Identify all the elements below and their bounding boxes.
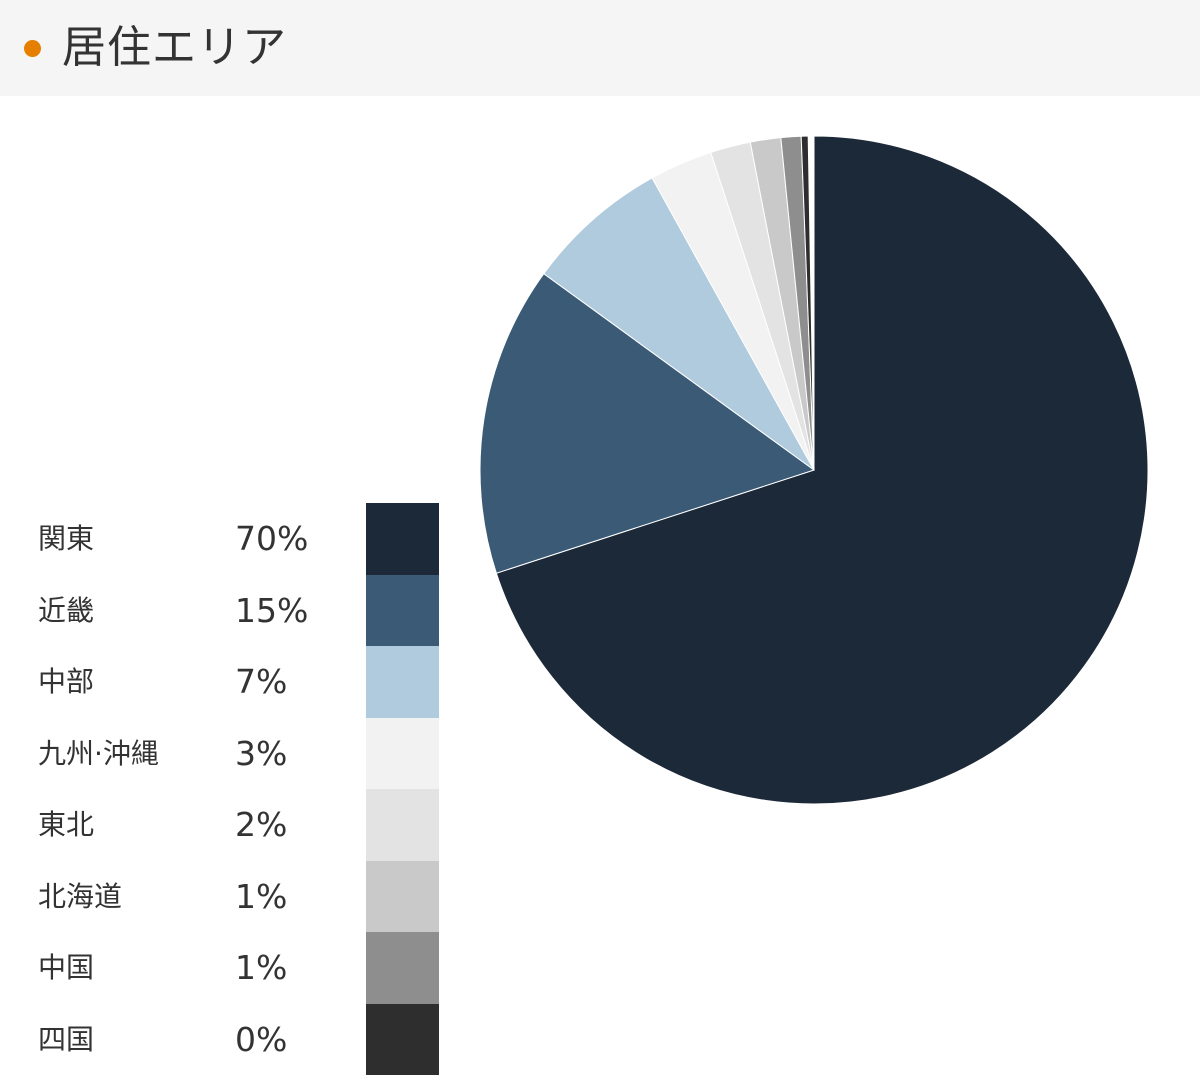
- legend-item: 中国 1%: [0, 932, 460, 1004]
- bullet-dot-icon: [24, 40, 41, 57]
- legend-swatch: [366, 1003, 439, 1075]
- legend-item: 北海道 1%: [0, 860, 460, 932]
- legend-value: 2%: [235, 805, 288, 844]
- legend-label: 北海道: [38, 879, 123, 913]
- legend-swatch: [366, 574, 439, 646]
- legend-label: 九州·沖縄: [38, 736, 159, 770]
- legend-value: 1%: [235, 876, 288, 916]
- chart-title: 居住エリア: [62, 22, 287, 73]
- legend-value: 15%: [235, 590, 309, 630]
- legend-value: 70%: [235, 519, 309, 558]
- legend-value: 0%: [235, 1019, 288, 1059]
- legend-swatch: [366, 646, 439, 718]
- legend-label: 近畿: [38, 593, 95, 627]
- legend-swatch: [366, 860, 439, 932]
- legend-value: 1%: [235, 948, 288, 987]
- legend-label: 四国: [38, 1022, 95, 1056]
- legend-label: 中部: [38, 665, 95, 698]
- legend-item: 中部 7%: [0, 646, 460, 718]
- legend-label: 関東: [38, 522, 95, 555]
- legend-item: 近畿 15%: [0, 574, 460, 646]
- legend-swatch: [366, 789, 439, 861]
- legend-label: 中国: [38, 951, 95, 984]
- pie-slice-8: [800, 135, 815, 471]
- legend: 関東 70% 近畿 15% 中部 7% 九州·沖縄 3% 東北 2% 北海道 1% 中国 1% 四国 0%: [0, 503, 460, 1075]
- legend-swatch: [366, 932, 439, 1004]
- legend-swatch: [366, 503, 439, 575]
- pie-slice-3: [543, 177, 815, 471]
- pie-slice-1: [495, 135, 1149, 805]
- legend-value: 3%: [235, 733, 288, 773]
- legend-label: 東北: [38, 808, 95, 841]
- legend-item: 四国 0%: [0, 1003, 460, 1075]
- pie-slice-2: [479, 272, 816, 574]
- chart-header: 居住エリア: [0, 0, 1200, 96]
- legend-swatch: [366, 717, 439, 789]
- legend-item: 九州·沖縄 3%: [0, 717, 460, 789]
- legend-value: 7%: [235, 662, 288, 701]
- legend-item: 東北 2%: [0, 789, 460, 861]
- legend-item: 関東 70%: [0, 503, 460, 575]
